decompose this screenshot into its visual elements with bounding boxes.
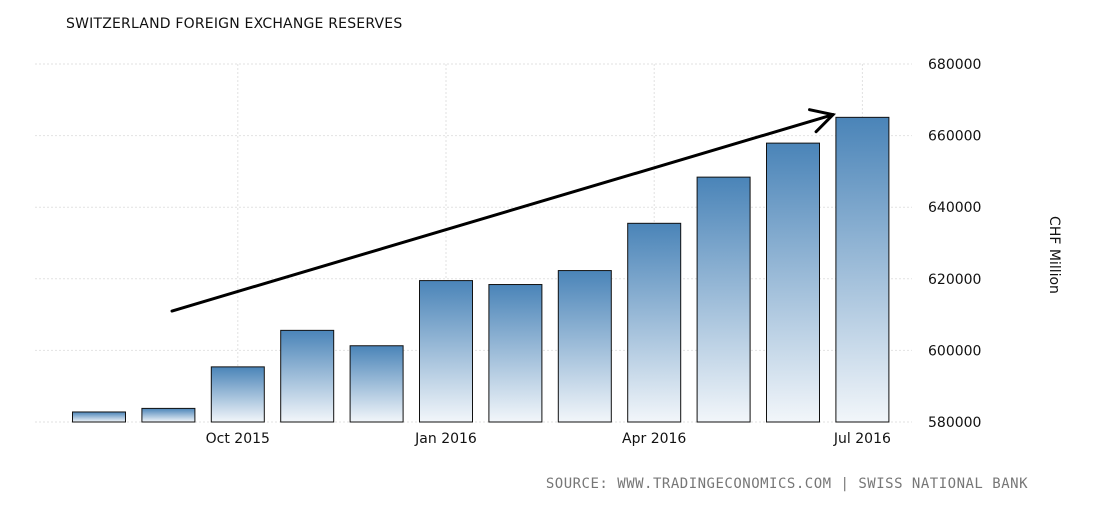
y-axis-tick-labels: 580000 600000 620000 640000 660000 680000: [928, 57, 981, 431]
y-tick-label: 620000: [928, 272, 981, 288]
y-tick-label: 660000: [928, 129, 981, 145]
bar-aug-2015: [72, 411, 126, 423]
x-tick-label: Apr 2016: [622, 431, 686, 447]
arrow-head: [808, 108, 836, 134]
y-axis-label: CHF Million: [1046, 216, 1062, 294]
arrow-shaft: [170, 113, 835, 313]
bar-jan-2016: [419, 280, 473, 423]
x-axis-tick-labels: Oct 2015 Jan 2016 Apr 2016 Jul 2016: [206, 431, 891, 447]
bar-mar-2016: [557, 270, 612, 423]
x-tick-label: Oct 2015: [206, 431, 270, 447]
y-tick-label: 680000: [928, 57, 981, 73]
trend-arrow-annotation: [170, 108, 836, 313]
chart-title: SWITZERLAND FOREIGN EXCHANGE RESERVES: [66, 16, 403, 32]
y-tick-label: 580000: [928, 415, 981, 431]
bars: [72, 116, 890, 423]
y-tick-label: 640000: [928, 200, 981, 216]
bar-feb-2016: [488, 284, 543, 423]
bar-nov-2015: [280, 329, 335, 423]
bar-dec-2015: [349, 345, 404, 423]
bar-jun-2016: [766, 142, 820, 423]
x-tick-label: Jan 2016: [414, 431, 477, 447]
bar-jul-2016: [835, 116, 890, 423]
y-tick-label: 600000: [928, 343, 981, 359]
bar-may-2016: [696, 176, 751, 423]
x-tick-label: Jul 2016: [833, 431, 891, 447]
bar-apr-2016: [627, 222, 682, 423]
bar-sep-2015: [141, 407, 196, 423]
bar-oct-2015: [210, 366, 265, 423]
source-note: SOURCE: WWW.TRADINGECONOMICS.COM | SWISS…: [545, 476, 1028, 492]
